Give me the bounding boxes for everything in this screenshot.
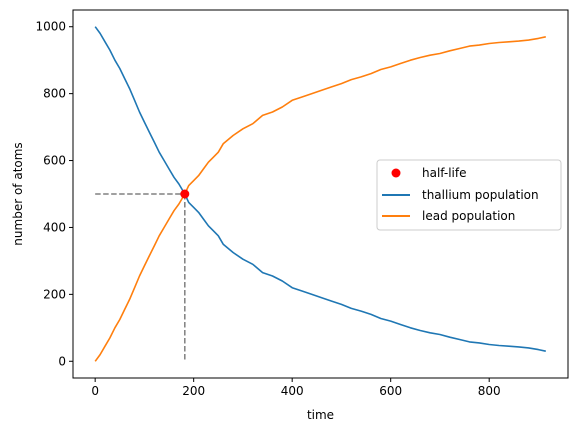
y-tick-label: 800 bbox=[43, 87, 66, 101]
y-tick-label: 400 bbox=[43, 220, 66, 234]
series-line-lead bbox=[94, 36, 546, 362]
y-tick-label: 200 bbox=[43, 287, 66, 301]
x-tick-label: 600 bbox=[379, 384, 402, 398]
x-tick-label: 400 bbox=[281, 384, 304, 398]
x-axis-label: time bbox=[307, 408, 334, 422]
half-life-point bbox=[180, 189, 190, 199]
y-tick-label: 600 bbox=[43, 154, 66, 168]
y-tick-label: 1000 bbox=[35, 20, 66, 34]
legend-label-lead: lead population bbox=[422, 209, 515, 223]
y-axis-ticks: 0 200 400 600 800 1000 bbox=[35, 20, 73, 368]
x-tick-label: 800 bbox=[478, 384, 501, 398]
legend: half-life thallium population lead popul… bbox=[376, 159, 562, 231]
x-axis-ticks: 0 200 400 600 800 bbox=[91, 378, 501, 398]
legend-label-thallium: thallium population bbox=[422, 188, 539, 202]
plot-area bbox=[94, 26, 546, 362]
series-line-thallium bbox=[94, 26, 546, 352]
y-axis-label: number of atoms bbox=[11, 142, 25, 245]
legend-box bbox=[376, 159, 562, 231]
axes-frame bbox=[72, 9, 569, 379]
legend-marker-half-life bbox=[391, 168, 401, 178]
y-tick-label: 0 bbox=[58, 354, 66, 368]
legend-label-half-life: half-life bbox=[422, 166, 466, 180]
x-tick-label: 0 bbox=[91, 384, 99, 398]
x-tick-label: 200 bbox=[182, 384, 205, 398]
